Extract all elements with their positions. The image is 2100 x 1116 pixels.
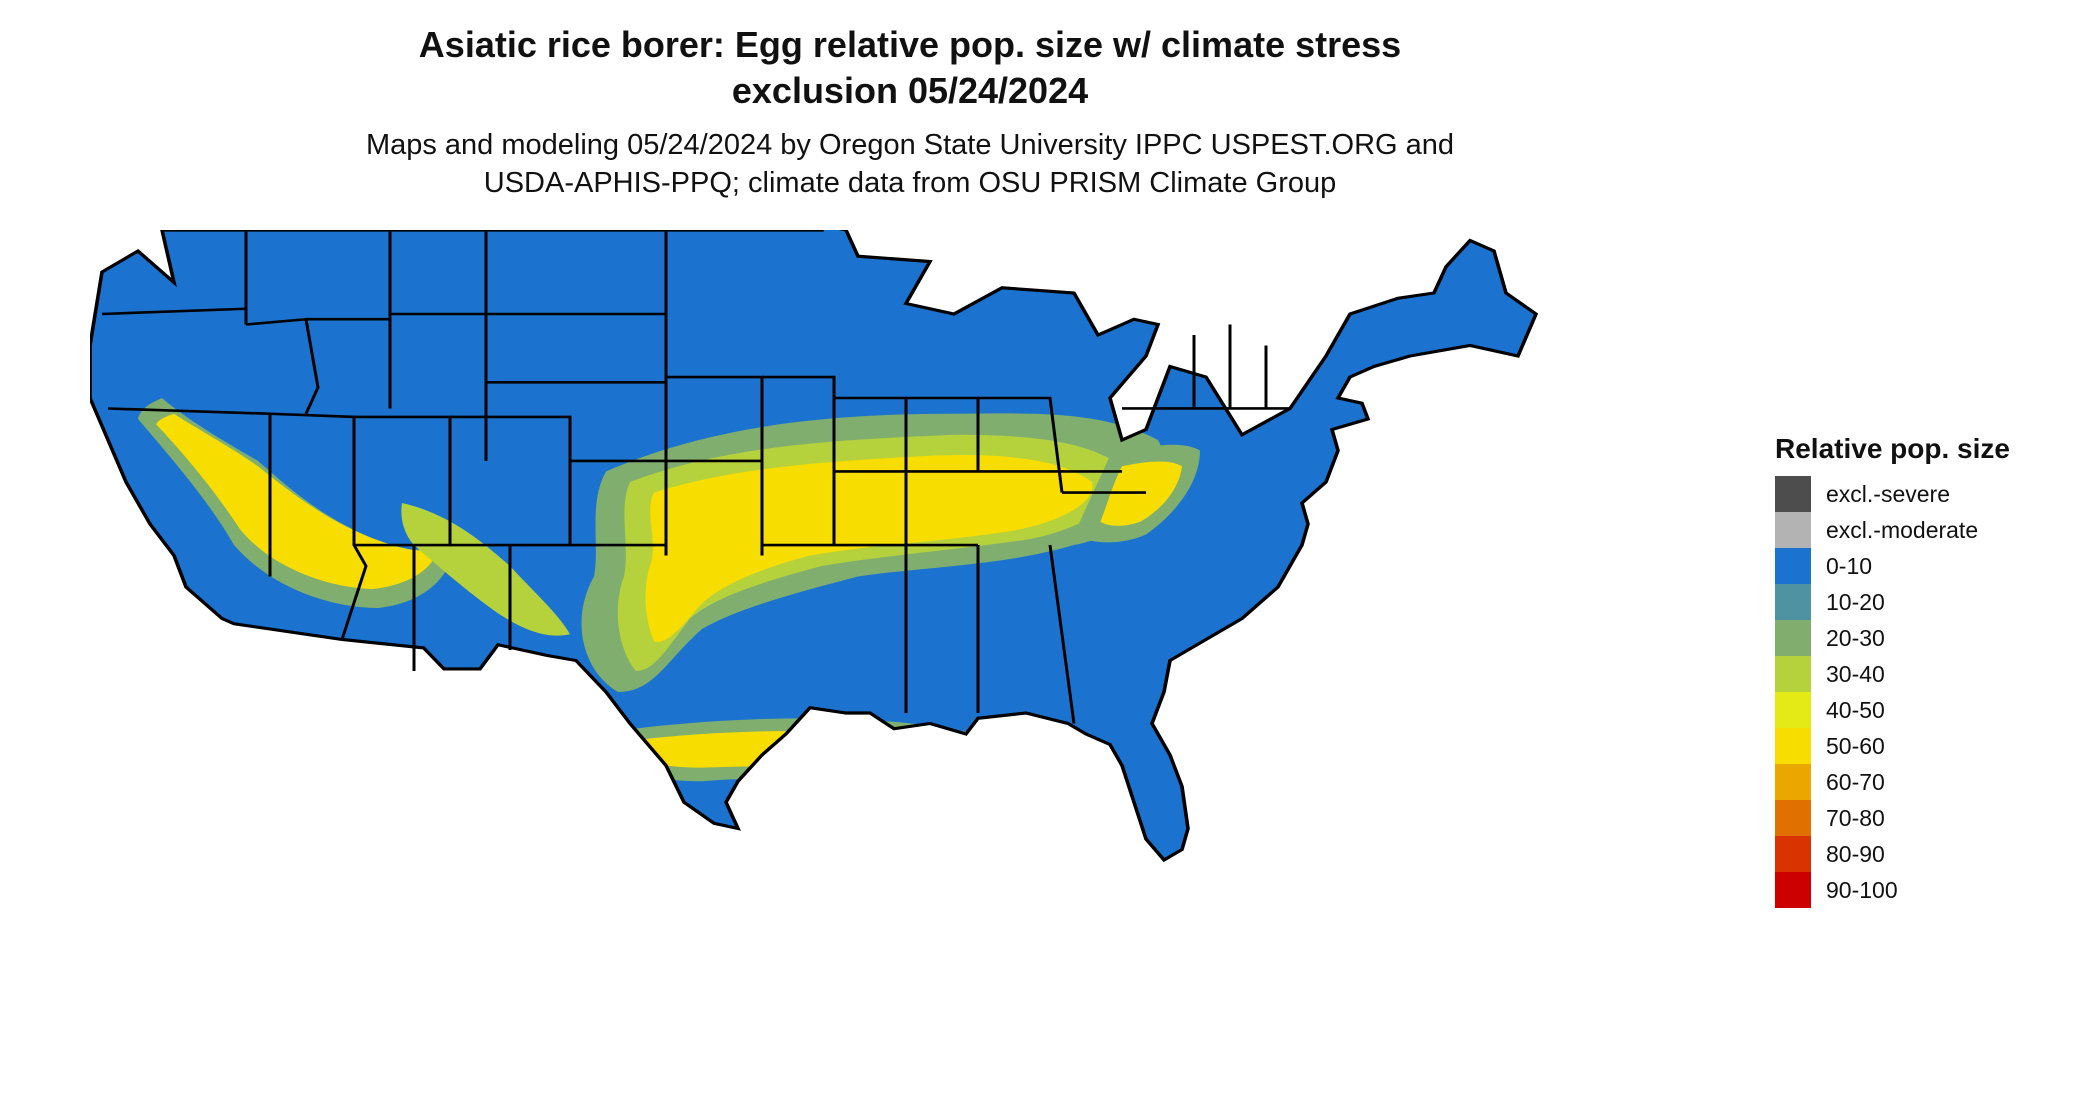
legend-swatch xyxy=(1775,800,1811,836)
legend-title: Relative pop. size xyxy=(1775,433,2010,464)
legend-label: 40-50 xyxy=(1826,696,1885,723)
subtitle-line-2: USDA-APHIS-PPQ; climate data from OSU PR… xyxy=(483,167,1337,199)
legend-items: excl.-severe excl.-moderate 0-10 10-20 20-30… xyxy=(1775,476,2095,908)
zone-20-30-florida xyxy=(1021,721,1077,808)
boundary-line xyxy=(269,412,368,640)
subtitle-line-1: Maps and modeling 05/24/2024 by Oregon S… xyxy=(365,129,1455,161)
us-map xyxy=(90,230,1539,863)
legend-label: 50-60 xyxy=(1826,732,1885,759)
boundary-line xyxy=(354,415,452,547)
title-line-1: Asiatic rice borer: Egg relative pop. si… xyxy=(418,24,1402,65)
legend-swatch xyxy=(1775,584,1811,620)
legend-label: 60-70 xyxy=(1826,768,1885,795)
boundary-line xyxy=(245,317,320,415)
legend-swatch xyxy=(1775,620,1811,656)
legend-item: 30-40 xyxy=(1775,656,2095,692)
legend-swatch xyxy=(1775,512,1811,548)
legend-item: 90-100 xyxy=(1775,872,2095,908)
us-outline xyxy=(90,230,1539,863)
legend-label: excl.-severe xyxy=(1826,480,1950,507)
legend-swatch xyxy=(1775,548,1811,584)
legend-item: 10-20 xyxy=(1775,584,2095,620)
map-title: Asiatic rice borer: Egg relative pop. si… xyxy=(220,22,1600,114)
legend-label: excl.-moderate xyxy=(1826,516,1979,543)
legend-item: 60-70 xyxy=(1775,764,2095,800)
state-boundaries xyxy=(101,230,1291,724)
legend-label: 0-10 xyxy=(1826,552,1873,579)
legend-label: 10-20 xyxy=(1826,588,1885,615)
legend-swatch xyxy=(1775,476,1811,512)
legend-item: 50-60 xyxy=(1775,728,2095,764)
legend-label: 80-90 xyxy=(1826,840,1885,867)
boundary-line xyxy=(978,396,1064,493)
zone-20-30-southwest xyxy=(401,503,570,636)
legend-item: 0-10 xyxy=(1775,548,2095,584)
legend-label: 30-40 xyxy=(1826,660,1885,687)
legend-swatch xyxy=(1775,728,1811,764)
legend-swatch xyxy=(1775,764,1811,800)
legend: Relative pop. size excl.-severe excl.-mod… xyxy=(1775,432,2095,908)
legend-swatch xyxy=(1775,656,1811,692)
title-line-2: exclusion 05/24/2024 xyxy=(731,70,1089,111)
boundary-line xyxy=(762,375,836,545)
legend-label: 20-30 xyxy=(1826,624,1885,651)
boundary-line xyxy=(1048,544,1076,724)
zone-40-60-central xyxy=(645,454,1093,643)
legend-item: 40-50 xyxy=(1775,692,2095,728)
zone-40-60-florida xyxy=(1031,731,1067,791)
legend-label: 90-100 xyxy=(1826,876,1898,903)
legend-item: excl.-severe xyxy=(1775,476,2095,512)
legend-item: 80-90 xyxy=(1775,836,2095,872)
legend-swatch xyxy=(1775,872,1811,908)
boundary-line xyxy=(101,307,247,316)
legend-item: 20-30 xyxy=(1775,620,2095,656)
legend-item: 70-80 xyxy=(1775,800,2095,836)
legend-label: 70-80 xyxy=(1826,804,1885,831)
legend-swatch xyxy=(1775,836,1811,872)
legend-swatch xyxy=(1775,692,1811,728)
map-subtitle: Maps and modeling 05/24/2024 by Oregon S… xyxy=(220,126,1600,202)
legend-item: excl.-moderate xyxy=(1775,512,2095,548)
boundary-line xyxy=(306,317,392,409)
